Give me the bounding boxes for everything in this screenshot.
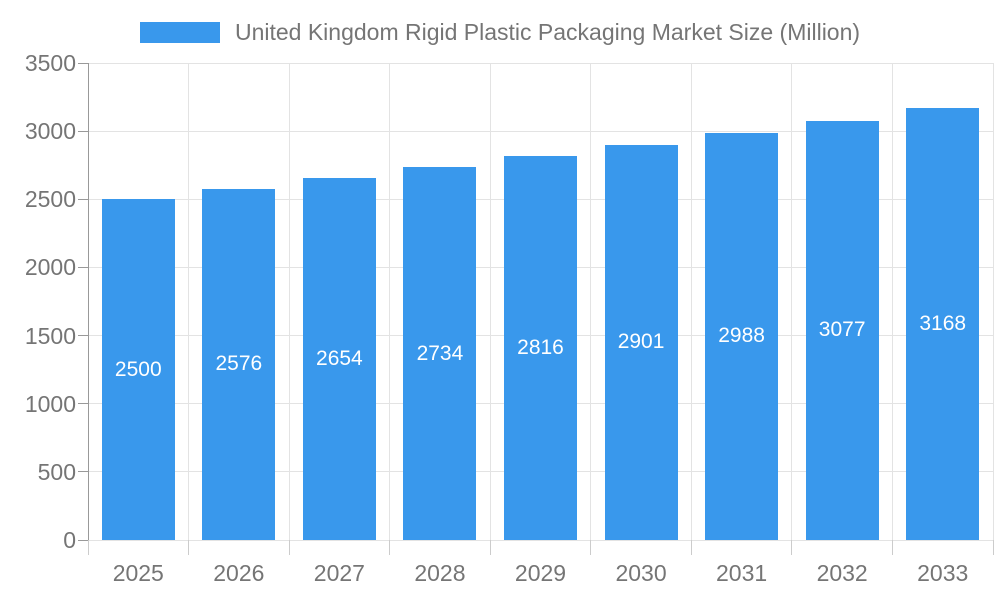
- v-gridline: [891, 63, 893, 540]
- v-gridline: [791, 63, 793, 540]
- legend-swatch: [139, 21, 220, 43]
- y-axis-tick: [78, 335, 88, 337]
- bar-value-label: 2654: [316, 347, 363, 371]
- y-tick-label: 500: [37, 458, 76, 485]
- y-axis-tick: [78, 198, 88, 200]
- bar-value-label: 2734: [416, 341, 464, 365]
- v-gridline: [690, 63, 692, 540]
- x-tick-label: 2031: [716, 560, 768, 586]
- bar: 2576: [202, 188, 276, 540]
- y-axis-tick: [78, 266, 88, 268]
- bar-value-label: 2500: [114, 357, 162, 381]
- x-tick-label: 2030: [615, 560, 667, 586]
- y-tick-label: 0: [63, 527, 76, 553]
- x-tick-label: 2032: [816, 560, 868, 586]
- y-tick-label: 2500: [24, 186, 76, 213]
- y-axis-tick: [78, 62, 88, 64]
- x-axis-tick: [489, 540, 491, 555]
- x-tick-label: 2027: [313, 560, 365, 586]
- bar: 2734: [403, 167, 477, 540]
- v-gridline: [389, 63, 391, 540]
- bar: 3077: [805, 120, 879, 540]
- x-tick-label: 2033: [917, 560, 969, 586]
- bar: 2901: [604, 144, 678, 540]
- y-tick-label: 2000: [24, 254, 76, 281]
- legend-label: United Kingdom Rigid Plastic Packaging M…: [234, 18, 861, 45]
- legend[interactable]: United Kingdom Rigid Plastic Packaging M…: [0, 18, 1000, 46]
- h-gridline: [88, 539, 993, 541]
- y-axis-tick: [78, 471, 88, 473]
- x-tick-label: 2028: [414, 560, 466, 586]
- bar: 2816: [504, 156, 577, 540]
- y-tick-label: 3000: [24, 118, 76, 145]
- h-gridline: [88, 62, 993, 64]
- x-axis-tick: [87, 540, 89, 555]
- y-axis-tick: [78, 539, 88, 541]
- x-axis-tick: [188, 540, 190, 555]
- x-axis-tick: [288, 540, 290, 555]
- bar: 2988: [705, 132, 779, 540]
- v-gridline: [590, 63, 592, 540]
- y-axis-line: [88, 63, 89, 555]
- y-axis-tick: [78, 403, 88, 405]
- v-gridline: [288, 63, 290, 540]
- x-axis-tick: [791, 540, 793, 555]
- y-tick-label: 1500: [24, 322, 76, 349]
- bar-value-label: 3168: [919, 312, 967, 336]
- bar: 2500: [101, 199, 175, 540]
- bar-value-label: 2901: [617, 330, 665, 354]
- v-gridline: [489, 63, 491, 540]
- bar-value-label: 2576: [215, 352, 263, 376]
- v-gridline: [188, 63, 190, 540]
- x-tick-label: 2025: [112, 560, 164, 586]
- x-tick-label: 2029: [514, 560, 567, 586]
- bar: 2654: [302, 178, 376, 540]
- x-axis-tick: [992, 540, 994, 555]
- bar: 3168: [906, 108, 980, 540]
- bar-value-label: 2816: [517, 336, 564, 360]
- x-axis-tick: [389, 540, 391, 555]
- x-tick-label: 2026: [213, 560, 265, 586]
- bar-value-label: 2988: [718, 324, 765, 348]
- plot-area: 2500 2576 2654 2734 2816 2901 2988 3077 3168: [87, 62, 994, 541]
- h-gridline: [88, 130, 993, 132]
- x-axis-tick: [690, 540, 692, 555]
- y-tick-label: 1000: [24, 390, 76, 417]
- v-gridline: [992, 63, 994, 540]
- y-axis-tick: [78, 130, 88, 132]
- x-axis-tick: [590, 540, 592, 555]
- bar-value-label: 3077: [818, 318, 866, 342]
- y-tick-label: 3500: [24, 50, 76, 76]
- x-axis-tick: [891, 540, 893, 555]
